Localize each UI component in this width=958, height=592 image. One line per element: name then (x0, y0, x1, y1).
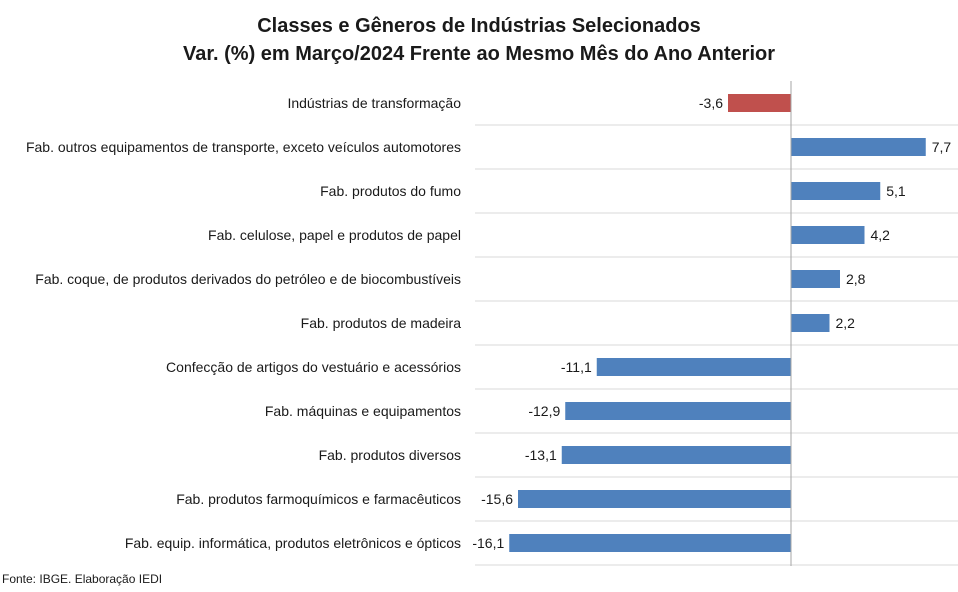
source-note: Fonte: IBGE. Elaboração IEDI (2, 572, 163, 586)
data-label: 5,1 (886, 183, 906, 199)
data-label: 7,7 (932, 139, 952, 155)
bar (509, 534, 791, 552)
chart-title: Classes e Gêneros de Indústrias Selecion… (257, 15, 701, 37)
chart-title-block: Classes e Gêneros de Indústrias Selecion… (0, 12, 958, 68)
data-label: -12,9 (528, 403, 560, 419)
category-label: Fab. produtos de madeira (301, 315, 462, 331)
data-label: 4,2 (871, 227, 891, 243)
data-label: -13,1 (525, 447, 557, 463)
data-label: -11,1 (561, 359, 592, 375)
category-label: Fab. máquinas e equipamentos (265, 403, 461, 419)
data-label: -15,6 (481, 491, 513, 507)
bar (728, 94, 791, 112)
bar-chart: Indústrias de transformação -3,6 Fab. outr… (26, 81, 958, 566)
data-label: -3,6 (699, 95, 723, 111)
bar (596, 358, 791, 376)
category-label: Fab. produtos do fumo (320, 183, 461, 199)
category-label: Fab. coque, de produtos derivados do pet… (35, 271, 461, 287)
bar (791, 270, 840, 288)
category-label: Fab. celulose, papel e produtos de papel (208, 227, 461, 243)
data-label: 2,8 (846, 271, 866, 287)
data-label: -16,1 (472, 535, 504, 551)
bar (791, 182, 881, 200)
category-label: Indústrias de transformação (287, 95, 461, 111)
bar (791, 138, 926, 156)
bar (791, 226, 865, 244)
chart-subtitle: Var. (%) em Março/2024 Frente ao Mesmo M… (182, 43, 775, 65)
category-label: Fab. outros equipamentos de transporte, … (26, 139, 461, 155)
bar (518, 490, 791, 508)
bar (791, 314, 830, 332)
category-label: Fab. produtos farmoquímicos e farmacêuti… (176, 491, 461, 507)
data-label: 2,2 (836, 315, 856, 331)
category-label: Confecção de artigos do vestuário e aces… (166, 359, 461, 375)
category-label: Fab. equip. informática, produtos eletrô… (125, 535, 461, 551)
category-label: Fab. produtos diversos (319, 447, 461, 463)
bar (565, 402, 791, 420)
bar (561, 446, 791, 464)
